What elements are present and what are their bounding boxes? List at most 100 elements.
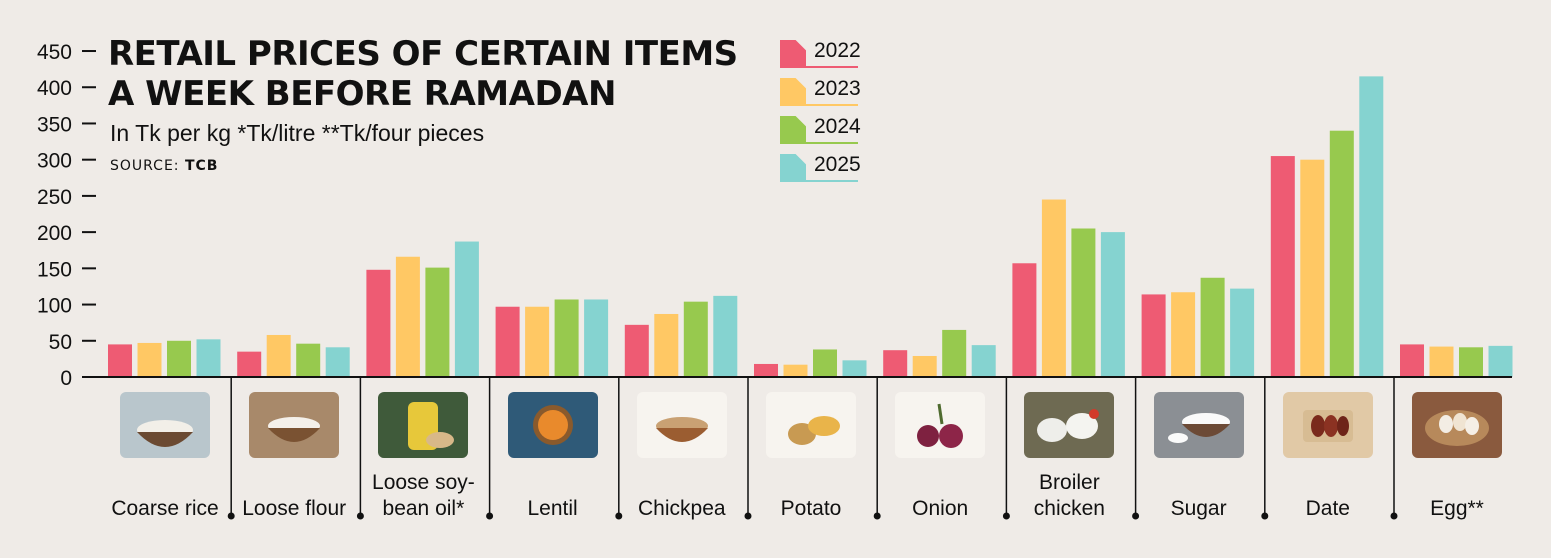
y-tick-label: 450	[37, 41, 72, 64]
category-label: Broiler chicken	[1005, 470, 1133, 522]
bar	[942, 329, 967, 377]
bar	[883, 350, 908, 377]
dates-plate-icon	[1282, 392, 1373, 458]
bar	[266, 334, 291, 377]
bar	[237, 351, 262, 377]
category-label-line: Potato	[780, 497, 842, 520]
chart-title: RETAIL PRICES OF CERTAIN ITEMS A WEEK BE…	[108, 34, 738, 114]
chart-title-line1: RETAIL PRICES OF CERTAIN ITEMS	[108, 34, 738, 74]
category-label: Egg**	[1393, 496, 1521, 522]
legend-underline-2024	[780, 142, 858, 144]
y-tick-label: 250	[37, 186, 72, 209]
y-tick-label: 300	[37, 150, 72, 173]
category-label-line: bean oil*	[382, 497, 465, 520]
sugar-bowl-icon	[1153, 392, 1244, 458]
legend-underline-2022	[780, 66, 858, 68]
legend-swatch-2023	[780, 78, 806, 104]
category-label-line: Sugar	[1170, 497, 1227, 520]
category-label-line: Loose soy-	[372, 471, 475, 494]
y-tick-label: 350	[37, 113, 72, 136]
onion-icon	[895, 392, 986, 458]
separator-dot	[1390, 512, 1398, 520]
bar	[783, 364, 808, 377]
bar	[1270, 156, 1295, 377]
y-tick-label: 50	[49, 331, 72, 354]
category-label: Date	[1264, 496, 1392, 522]
bar	[1329, 130, 1354, 377]
category-label: Onion	[876, 496, 1004, 522]
bar	[366, 269, 391, 377]
bar	[1041, 199, 1066, 377]
bar	[1100, 232, 1125, 377]
bar	[167, 340, 191, 377]
separator-dot	[873, 512, 881, 520]
legend-label-2025: 2025	[814, 153, 861, 176]
bar	[654, 313, 679, 377]
y-tick-label: 150	[37, 258, 72, 281]
chart-subtitle: In Tk per kg *Tk/litre **Tk/four pieces	[110, 120, 485, 146]
potato-icon	[766, 392, 856, 458]
legend-item-2023: 2023	[780, 74, 861, 112]
chicken-icon	[1024, 392, 1115, 458]
legend-swatch-2024	[780, 116, 806, 142]
bar	[1012, 263, 1037, 377]
legend-item-2024: 2024	[780, 112, 861, 150]
bar	[1488, 345, 1513, 377]
rice-bowl-icon	[120, 392, 210, 458]
separator-dot	[1002, 512, 1010, 520]
bar	[1459, 347, 1483, 377]
bar	[325, 347, 350, 377]
category-label-line: Date	[1305, 497, 1350, 520]
category-label: Loose flour	[230, 496, 358, 522]
separator-dot	[615, 512, 623, 520]
bar	[713, 295, 738, 377]
bar	[137, 342, 162, 377]
chart-title-line2: A WEEK BEFORE RAMADAN	[108, 74, 616, 114]
legend-underline-2023	[780, 104, 858, 106]
category-label-line: Coarse rice	[111, 497, 219, 520]
bar	[1141, 294, 1166, 377]
legend-swatch-2025	[780, 154, 806, 180]
bar	[624, 324, 649, 377]
legend-item-2022: 2022	[780, 36, 861, 74]
bar	[296, 343, 321, 377]
bar	[1071, 228, 1096, 377]
bar	[525, 306, 550, 377]
y-tick-label: 100	[37, 295, 72, 318]
legend-label-2024: 2024	[814, 115, 861, 138]
bar	[842, 360, 867, 377]
flour-bowl-icon	[249, 392, 340, 458]
bar	[1429, 346, 1454, 377]
bar	[554, 299, 579, 377]
category-label: Loose soy-bean oil*	[359, 470, 487, 522]
source-label: SOURCE:	[110, 158, 180, 174]
y-tick-label: 200	[37, 222, 72, 245]
legend-underline-2025	[780, 180, 858, 182]
legend-label-2022: 2022	[814, 39, 861, 62]
bar	[1171, 292, 1196, 377]
bar	[196, 339, 221, 377]
category-label-line: Loose flour	[242, 497, 347, 520]
category-label-line: Egg**	[1430, 497, 1484, 520]
bar	[584, 299, 609, 377]
category-label-line: Lentil	[527, 497, 578, 520]
category-label-line: Broiler	[1039, 471, 1100, 494]
egg-basket-icon	[1412, 392, 1502, 458]
chart-legend: 2022 2023 2024 2025	[780, 36, 861, 188]
bar	[454, 241, 479, 377]
category-label: Lentil	[489, 496, 617, 522]
bar	[1300, 159, 1325, 377]
separator-dot	[227, 512, 235, 520]
bar	[395, 256, 420, 377]
category-label: Coarse rice	[101, 496, 229, 522]
legend-label-2023: 2023	[814, 77, 861, 100]
separator-dot	[486, 512, 494, 520]
category-label-line: chicken	[1033, 497, 1105, 520]
separator-dot	[744, 512, 752, 520]
bar	[495, 306, 520, 377]
bar	[1359, 76, 1384, 378]
legend-item-2025: 2025	[780, 150, 861, 188]
bar	[971, 345, 996, 377]
oil-bottle-icon	[378, 392, 469, 458]
